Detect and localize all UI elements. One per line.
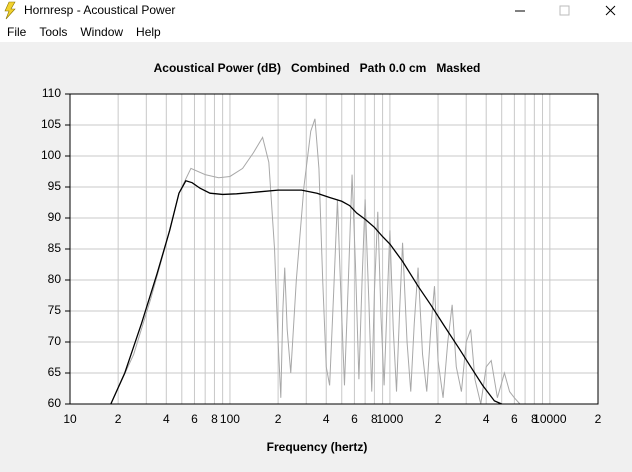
y-tick-label: 65 bbox=[48, 365, 62, 379]
x-tick-label: 4 bbox=[323, 412, 330, 426]
data-line bbox=[110, 180, 502, 405]
plot-frame bbox=[69, 93, 599, 405]
menu-item[interactable]: Window bbox=[80, 25, 124, 39]
y-tick-label: 80 bbox=[48, 272, 62, 286]
y-tick-label: 110 bbox=[42, 86, 61, 100]
x-tick-label: 10 bbox=[63, 412, 77, 426]
x-tick-label: 2 bbox=[115, 412, 122, 426]
x-tick-label: 2 bbox=[275, 412, 282, 426]
x-tick-label: 6 bbox=[191, 412, 198, 426]
x-tick-label: 2 bbox=[595, 412, 602, 426]
y-tick-label: 100 bbox=[41, 148, 61, 162]
menu-bar: File Tools Window Help bbox=[0, 22, 632, 42]
x-tick-label: 10000 bbox=[533, 412, 567, 426]
menu-item[interactable]: File bbox=[7, 25, 27, 39]
x-tick-label: 6 bbox=[351, 412, 358, 426]
y-tick-label: 60 bbox=[48, 396, 62, 410]
menu-item[interactable]: Help bbox=[136, 25, 161, 39]
y-tick-label: 75 bbox=[48, 303, 62, 317]
x-tick-label: 2 bbox=[435, 412, 442, 426]
x-tick-label: 8 bbox=[371, 412, 378, 426]
x-tick-label: 8 bbox=[531, 412, 538, 426]
x-tick-label: 100 bbox=[220, 412, 240, 426]
x-tick-label: 1000 bbox=[377, 412, 404, 426]
x-tick-label: 4 bbox=[483, 412, 490, 426]
x-tick-label: 6 bbox=[511, 412, 518, 426]
y-tick-label: 70 bbox=[48, 334, 62, 348]
y-tick-label: 85 bbox=[48, 241, 62, 255]
y-tick-label: 95 bbox=[48, 179, 62, 193]
app-icon bbox=[4, 1, 16, 20]
y-tick-label: 105 bbox=[41, 117, 61, 131]
y-tick-label: 90 bbox=[48, 210, 62, 224]
x-tick-label: 8 bbox=[211, 412, 218, 426]
x-tick-label: 4 bbox=[163, 412, 170, 426]
menu-item[interactable]: Tools bbox=[39, 25, 68, 39]
chart-title: Acoustical Power (dB) Combined Path 0.0 … bbox=[154, 61, 481, 75]
maximize-button[interactable] bbox=[559, 5, 570, 16]
window-title: Hornresp - Acoustical Power bbox=[24, 3, 176, 17]
title-bar: Hornresp - Acoustical Power bbox=[0, 0, 632, 22]
x-axis-label: Frequency (hertz) bbox=[267, 440, 368, 454]
close-button[interactable] bbox=[605, 5, 616, 16]
